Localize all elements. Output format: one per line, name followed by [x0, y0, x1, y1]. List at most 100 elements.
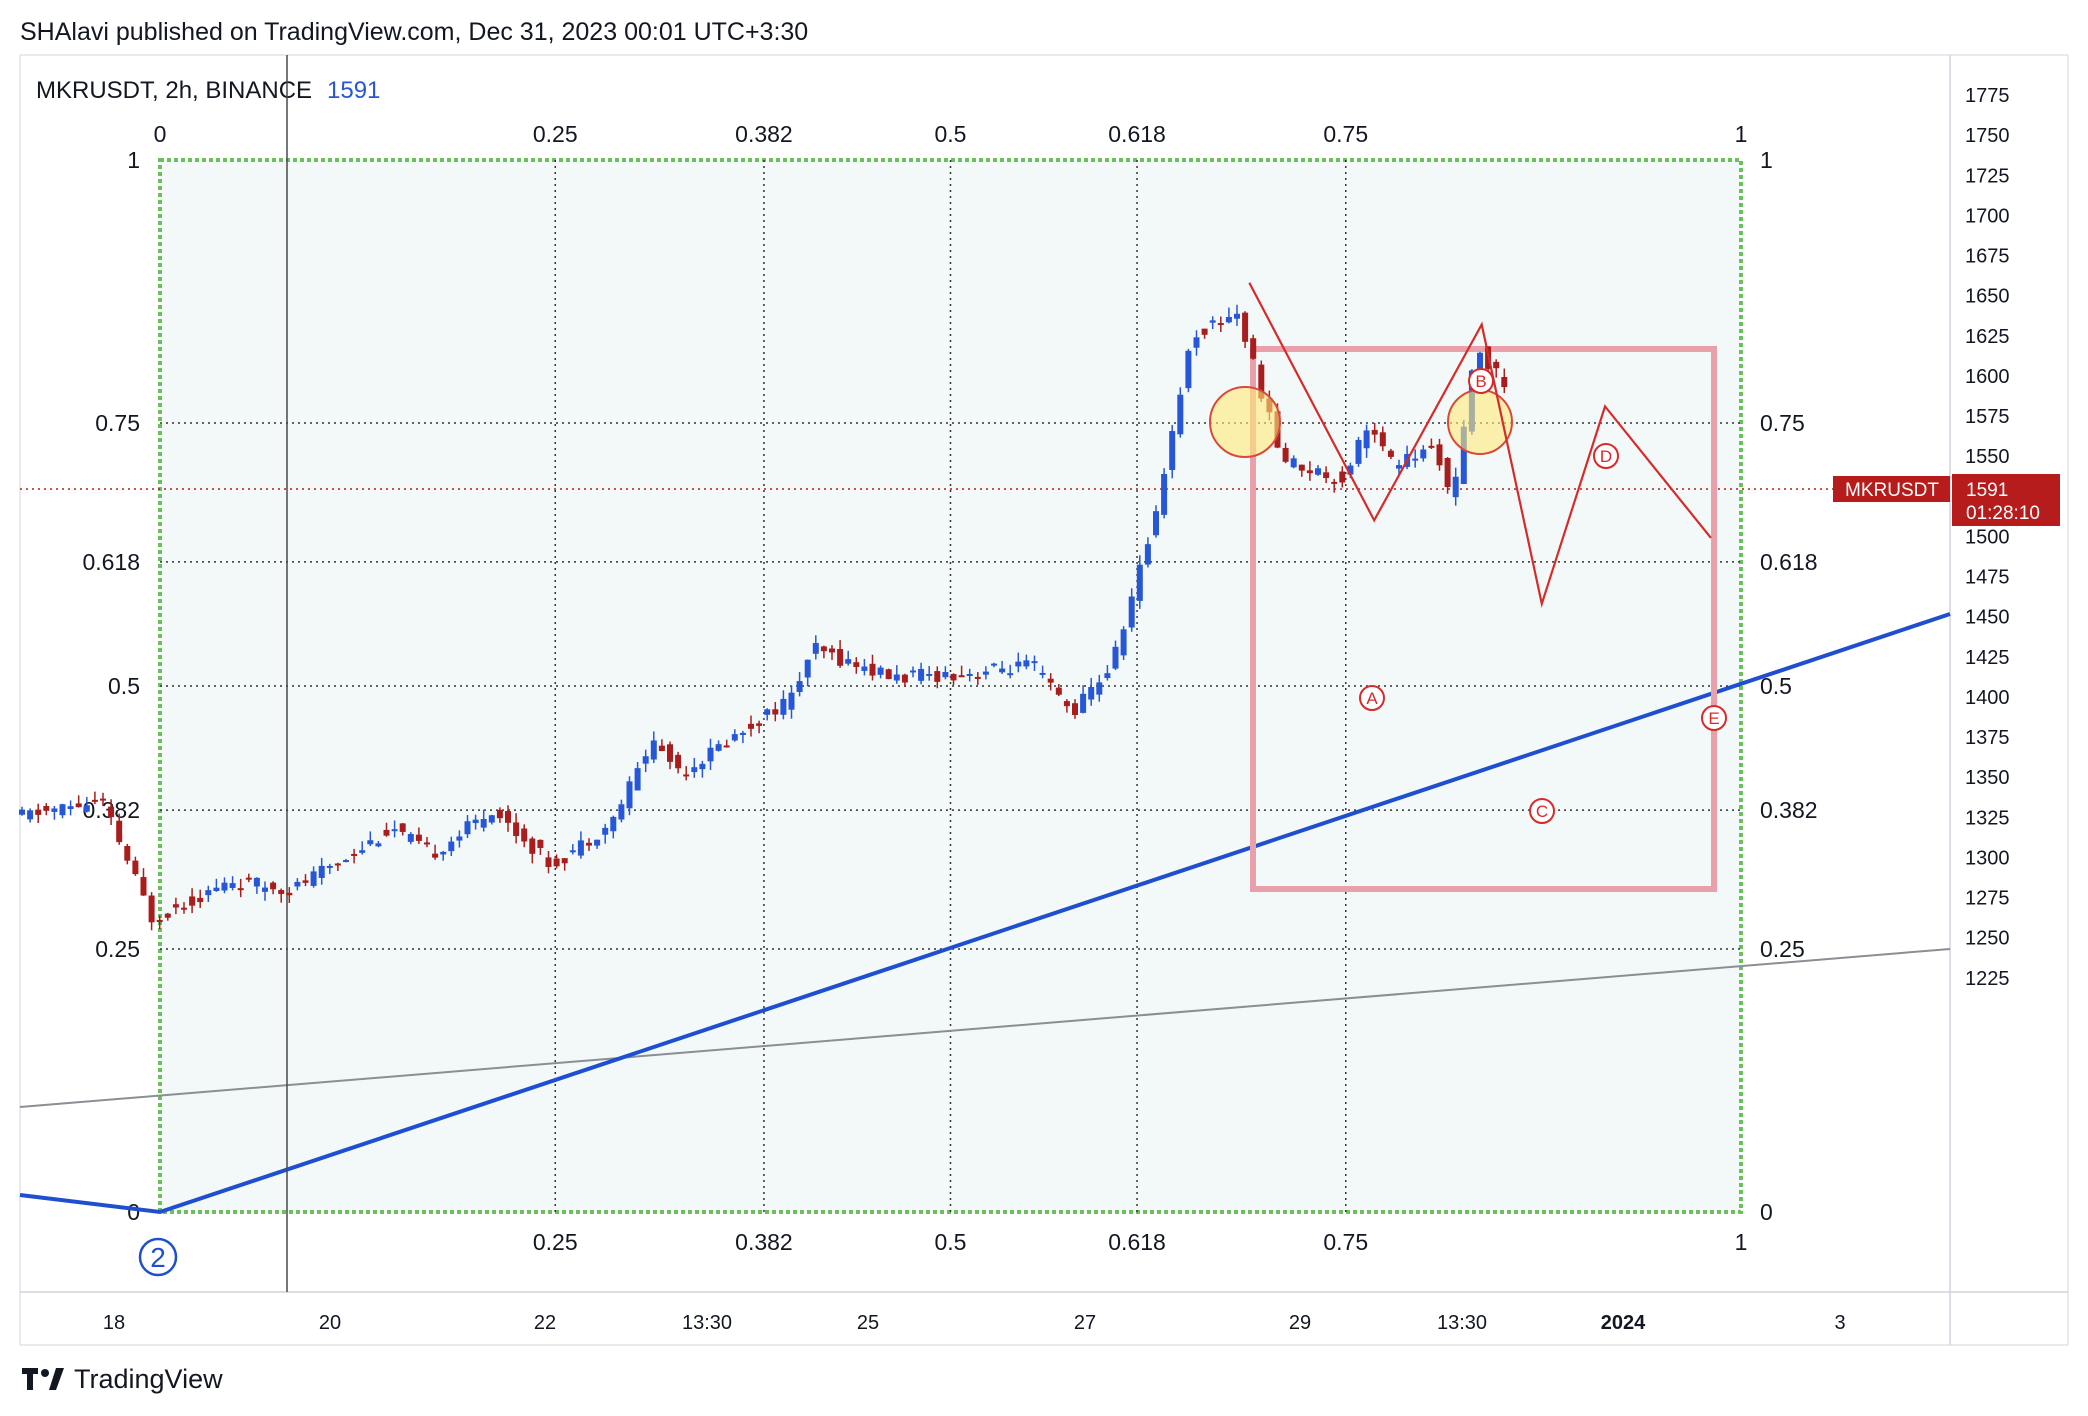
- blue-trendline[interactable]: [19, 612, 1951, 1215]
- time-tick-label: 13:30: [1437, 1312, 1487, 1334]
- candle-body: [569, 850, 576, 853]
- wave-label-c: C: [1536, 802, 1548, 821]
- candle-body: [1477, 352, 1483, 371]
- candle-body: [91, 799, 98, 802]
- candle-body: [334, 863, 341, 866]
- gray-trendline[interactable]: [19, 948, 1951, 1108]
- candle-body: [1088, 687, 1095, 700]
- candle-body: [270, 882, 277, 890]
- candle-body: [1217, 323, 1224, 326]
- candle-body: [27, 810, 34, 820]
- candle-body: [1363, 430, 1370, 449]
- candle-body: [537, 839, 544, 848]
- triangle-box[interactable]: [1250, 346, 1717, 892]
- candle-body: [853, 662, 860, 667]
- candle-body: [586, 842, 592, 846]
- candle-body: [375, 843, 382, 847]
- candle-body: [1379, 432, 1386, 447]
- candle-body: [1193, 337, 1200, 348]
- time-tick-label: 25: [857, 1312, 879, 1334]
- candle-body: [383, 829, 390, 836]
- wave-label-e: E: [1708, 709, 1719, 728]
- candle-body: [148, 895, 155, 923]
- candle-body: [748, 723, 754, 729]
- candle-body: [253, 877, 260, 887]
- time-tick-label: 2024: [1601, 1312, 1646, 1334]
- candle-body: [788, 692, 795, 710]
- publisher-line: SHAlavi published on TradingView.com, De…: [20, 18, 809, 46]
- fib-price-label-left: 0: [127, 1199, 140, 1225]
- candles: [19, 304, 1508, 931]
- price-tick-label: 1450: [1965, 607, 2010, 629]
- candle-body: [1201, 328, 1208, 335]
- candle-body: [294, 881, 301, 887]
- price-tick-label: 1500: [1965, 526, 2010, 548]
- candle-body: [132, 860, 139, 875]
- candle-body: [723, 745, 730, 748]
- candle-body: [1444, 458, 1451, 488]
- price-tick-label: 1750: [1965, 125, 2010, 147]
- candle-body: [237, 888, 244, 891]
- fib-grid: [158, 158, 1743, 1214]
- candle-body: [1493, 361, 1500, 369]
- candle-body: [1039, 672, 1046, 675]
- candle-body: [310, 871, 317, 886]
- candle-body: [1112, 646, 1119, 669]
- candle-body: [1460, 426, 1467, 484]
- candle-body: [1023, 660, 1030, 667]
- candle-body: [391, 829, 398, 832]
- fib-price-label-right: 0.618: [1760, 549, 1818, 575]
- candle-body: [731, 734, 738, 741]
- triangle-wave-path[interactable]: [1248, 282, 1712, 609]
- candle-body: [19, 809, 25, 815]
- candle-body: [658, 745, 665, 752]
- fib-price-label-left: 0.618: [82, 549, 140, 575]
- candle-body: [286, 892, 293, 896]
- candle-body: [691, 767, 698, 773]
- candle-body: [618, 804, 625, 820]
- tradingview-logo[interactable]: TradingView: [22, 1364, 223, 1395]
- candle-body: [488, 815, 495, 823]
- candle-body: [877, 667, 884, 675]
- wave-label-circle: [1593, 443, 1619, 469]
- time-axis[interactable]: 18 20 22 13:30 25 27 29 13:30 2024 3: [103, 1312, 1846, 1334]
- candle-body: [359, 850, 366, 853]
- candle-body: [213, 887, 220, 892]
- candle-body: [367, 840, 374, 845]
- candle-body: [966, 673, 973, 676]
- price-tick-label: 1475: [1965, 567, 2010, 589]
- candle-body: [521, 828, 528, 842]
- candle-body: [926, 673, 933, 676]
- time-tick-label: 27: [1074, 1312, 1096, 1334]
- candle-body: [1104, 673, 1111, 679]
- candle-body: [1282, 447, 1289, 462]
- candle-body: [424, 842, 430, 845]
- price-tick-label: 1675: [1965, 246, 2010, 268]
- candle-body: [221, 882, 228, 891]
- candle-body: [885, 669, 892, 680]
- price-tick-label: 1775: [1965, 85, 2010, 107]
- candle-body: [982, 671, 989, 675]
- price-tick-label: 1700: [1965, 205, 2010, 227]
- candle-body: [626, 781, 633, 809]
- price-axis[interactable]: 1775 1750 1725 1700 1675 1650 1625 1600 1575 1550…: [1965, 85, 2010, 990]
- candle-body: [75, 803, 82, 808]
- candle-body: [1047, 678, 1054, 683]
- candle-body: [448, 841, 455, 852]
- candle-body: [715, 744, 722, 751]
- price-tick-label: 1375: [1965, 727, 2010, 749]
- candle-body: [1096, 682, 1103, 695]
- top-highlight-circle[interactable]: [1209, 386, 1281, 458]
- candle-body: [829, 648, 835, 653]
- candle-body: [1290, 458, 1297, 468]
- candle-body: [1080, 693, 1087, 713]
- candle-body: [326, 865, 333, 868]
- candle-body: [772, 709, 779, 715]
- candle-body: [1412, 458, 1419, 461]
- fib-price-label-left: 0.25: [95, 936, 140, 962]
- fib-time-label-top: 0.618: [1108, 121, 1166, 147]
- candle-body: [820, 646, 827, 652]
- candle-body: [1323, 472, 1330, 479]
- price-tick-label: 1325: [1965, 807, 2010, 829]
